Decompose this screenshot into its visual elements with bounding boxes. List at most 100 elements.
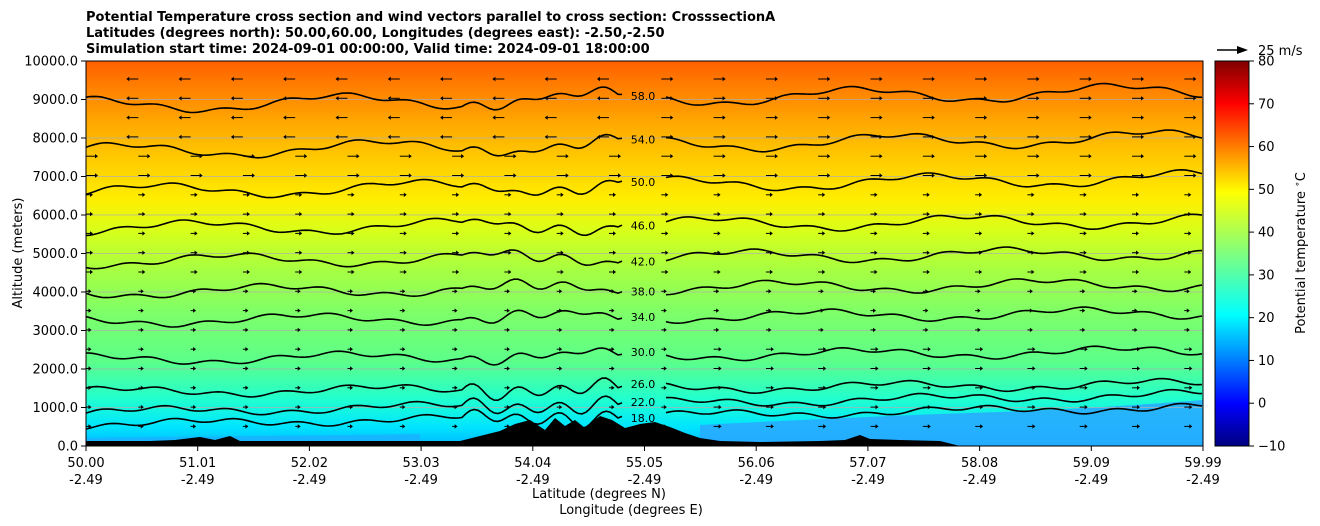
wind-arrowhead (506, 347, 510, 352)
wind-arrowhead (246, 192, 250, 197)
terrain (86, 416, 960, 446)
contour-label: 34.0 (631, 311, 656, 324)
wind-arrowhead (670, 76, 674, 82)
wind-arrowhead (931, 76, 935, 82)
colorbar-tick-label: 60 (1258, 140, 1275, 155)
wind-arrowhead (927, 347, 931, 352)
x-axis-ticks: 50.00 -2.49 51.01 -2.49 52.02 -2.49 53.03 -2.49… (67, 446, 1222, 488)
wind-arrowhead (613, 231, 616, 236)
wind-arrowhead (142, 269, 146, 275)
wind-arrowhead (245, 424, 249, 429)
wind-arrowhead (544, 134, 548, 140)
wind-arrowhead (979, 192, 983, 197)
wind-arrowhead (665, 250, 669, 255)
wind-arrowhead (283, 115, 287, 120)
wind-arrowhead (618, 173, 621, 178)
wind-arrowhead (297, 424, 301, 429)
wind-arrowhead (663, 308, 667, 313)
wind-arrowhead (770, 366, 774, 371)
wind-arrowhead (350, 327, 353, 333)
wind-arrowhead (88, 366, 92, 371)
wind-arrowhead (1031, 269, 1035, 275)
quiver-key-label: 25 m/s (1258, 44, 1303, 59)
x-tick-label-lat: 50.00 (67, 456, 104, 471)
wind-arrowhead (1036, 134, 1040, 140)
wind-arrowhead (544, 76, 548, 82)
wind-arrowhead (178, 96, 182, 101)
title-line-3: Simulation start time: 2024-09-01 00:00:… (86, 42, 650, 57)
contour-label: 18.0 (631, 412, 656, 425)
y-tick-label: 10000.0 (24, 55, 78, 70)
x-tick-label-lon: -2.49 (851, 473, 885, 488)
wind-arrowhead (193, 424, 197, 429)
contour-labels: 18.0 22.0 26.0 30.0 34.0 38.0 42.0 46.0 50.0 54.0… (631, 90, 656, 425)
colorbar-label-degree: ∘ (1293, 181, 1303, 187)
x-tick-label-lon: -2.49 (516, 473, 550, 488)
wind-arrowhead (873, 308, 876, 313)
colorbar-ticks: −10 0 10 20 30 40 50 60 70 80 (1249, 55, 1285, 455)
wind-arrowhead (984, 154, 988, 159)
colorbar-tick-label: 10 (1258, 354, 1275, 369)
wind-arrowhead (402, 289, 406, 294)
colorbar-label: Potential temperature ∘C (1293, 172, 1309, 334)
wind-arrowhead (823, 424, 827, 429)
wind-arrowhead (350, 385, 353, 390)
wind-arrowhead (230, 134, 234, 140)
wind-arrowhead (984, 76, 988, 82)
wind-arrowhead (454, 347, 458, 352)
wind-arrowhead (88, 404, 92, 410)
wind-arrowhead (722, 76, 726, 82)
wind-arrowhead (931, 115, 935, 120)
wind-arrowhead (90, 192, 93, 197)
x-tick-label-lat: 53.03 (402, 456, 439, 471)
wind-arrowhead (193, 327, 197, 333)
wind-arrowhead (977, 308, 981, 313)
wind-arrowhead (140, 404, 144, 410)
wind-arrowhead (875, 366, 879, 371)
contour-line (86, 129, 1203, 159)
wind-arrowhead (508, 211, 512, 217)
quiver-key-arrowhead (1237, 46, 1248, 54)
contour-label: 22.0 (631, 396, 656, 409)
wind-arrowhead (665, 269, 669, 275)
contour-line (86, 388, 1203, 416)
wind-arrowhead (822, 231, 826, 236)
wind-arrowhead (925, 308, 929, 313)
contour-label: 58.0 (631, 90, 656, 103)
wind-arrowhead (454, 289, 458, 294)
wind-arrowhead (74, 77, 77, 81)
wind-arrowhead (140, 366, 144, 371)
wind-arrowhead (506, 366, 510, 371)
wind-arrowhead (199, 173, 203, 178)
wind-arrowhead (769, 192, 773, 197)
wind-arrowhead (408, 154, 412, 159)
wind-arrowhead (126, 134, 130, 140)
x-axis-label-2: Longitude (degrees E) (559, 503, 703, 518)
contour-line (86, 213, 1203, 237)
contour-label: 54.0 (631, 134, 656, 147)
colorbar-tick-label: 20 (1258, 311, 1275, 326)
y-tick-label: 1000.0 (33, 401, 79, 416)
wind-arrowhead (613, 192, 616, 197)
wind-arrowhead (823, 366, 827, 371)
wind-arrowhead (927, 424, 931, 429)
wind-arrowhead (1141, 154, 1144, 159)
wind-vectors (74, 76, 1197, 429)
wind-arrowhead (403, 269, 407, 275)
wind-arrowhead (722, 96, 726, 101)
wind-arrowhead (1083, 192, 1087, 197)
wind-arrowhead (351, 231, 355, 236)
wind-arrowhead (1189, 385, 1193, 390)
wind-arrowhead (350, 289, 353, 294)
wind-arrowhead (147, 173, 151, 178)
colorbar-tick-label: 0 (1258, 397, 1266, 412)
wind-arrowhead (1036, 96, 1040, 101)
wind-arrowhead (356, 173, 360, 178)
x-tick-label-lat: 55.05 (626, 456, 663, 471)
y-axis-label: Altitude (meters) (11, 198, 26, 309)
wind-arrowhead (1088, 115, 1092, 120)
wind-arrowhead (194, 269, 198, 275)
wind-arrowhead (1141, 96, 1144, 101)
wind-arrowhead (774, 154, 778, 159)
wind-arrowhead (1082, 327, 1086, 333)
